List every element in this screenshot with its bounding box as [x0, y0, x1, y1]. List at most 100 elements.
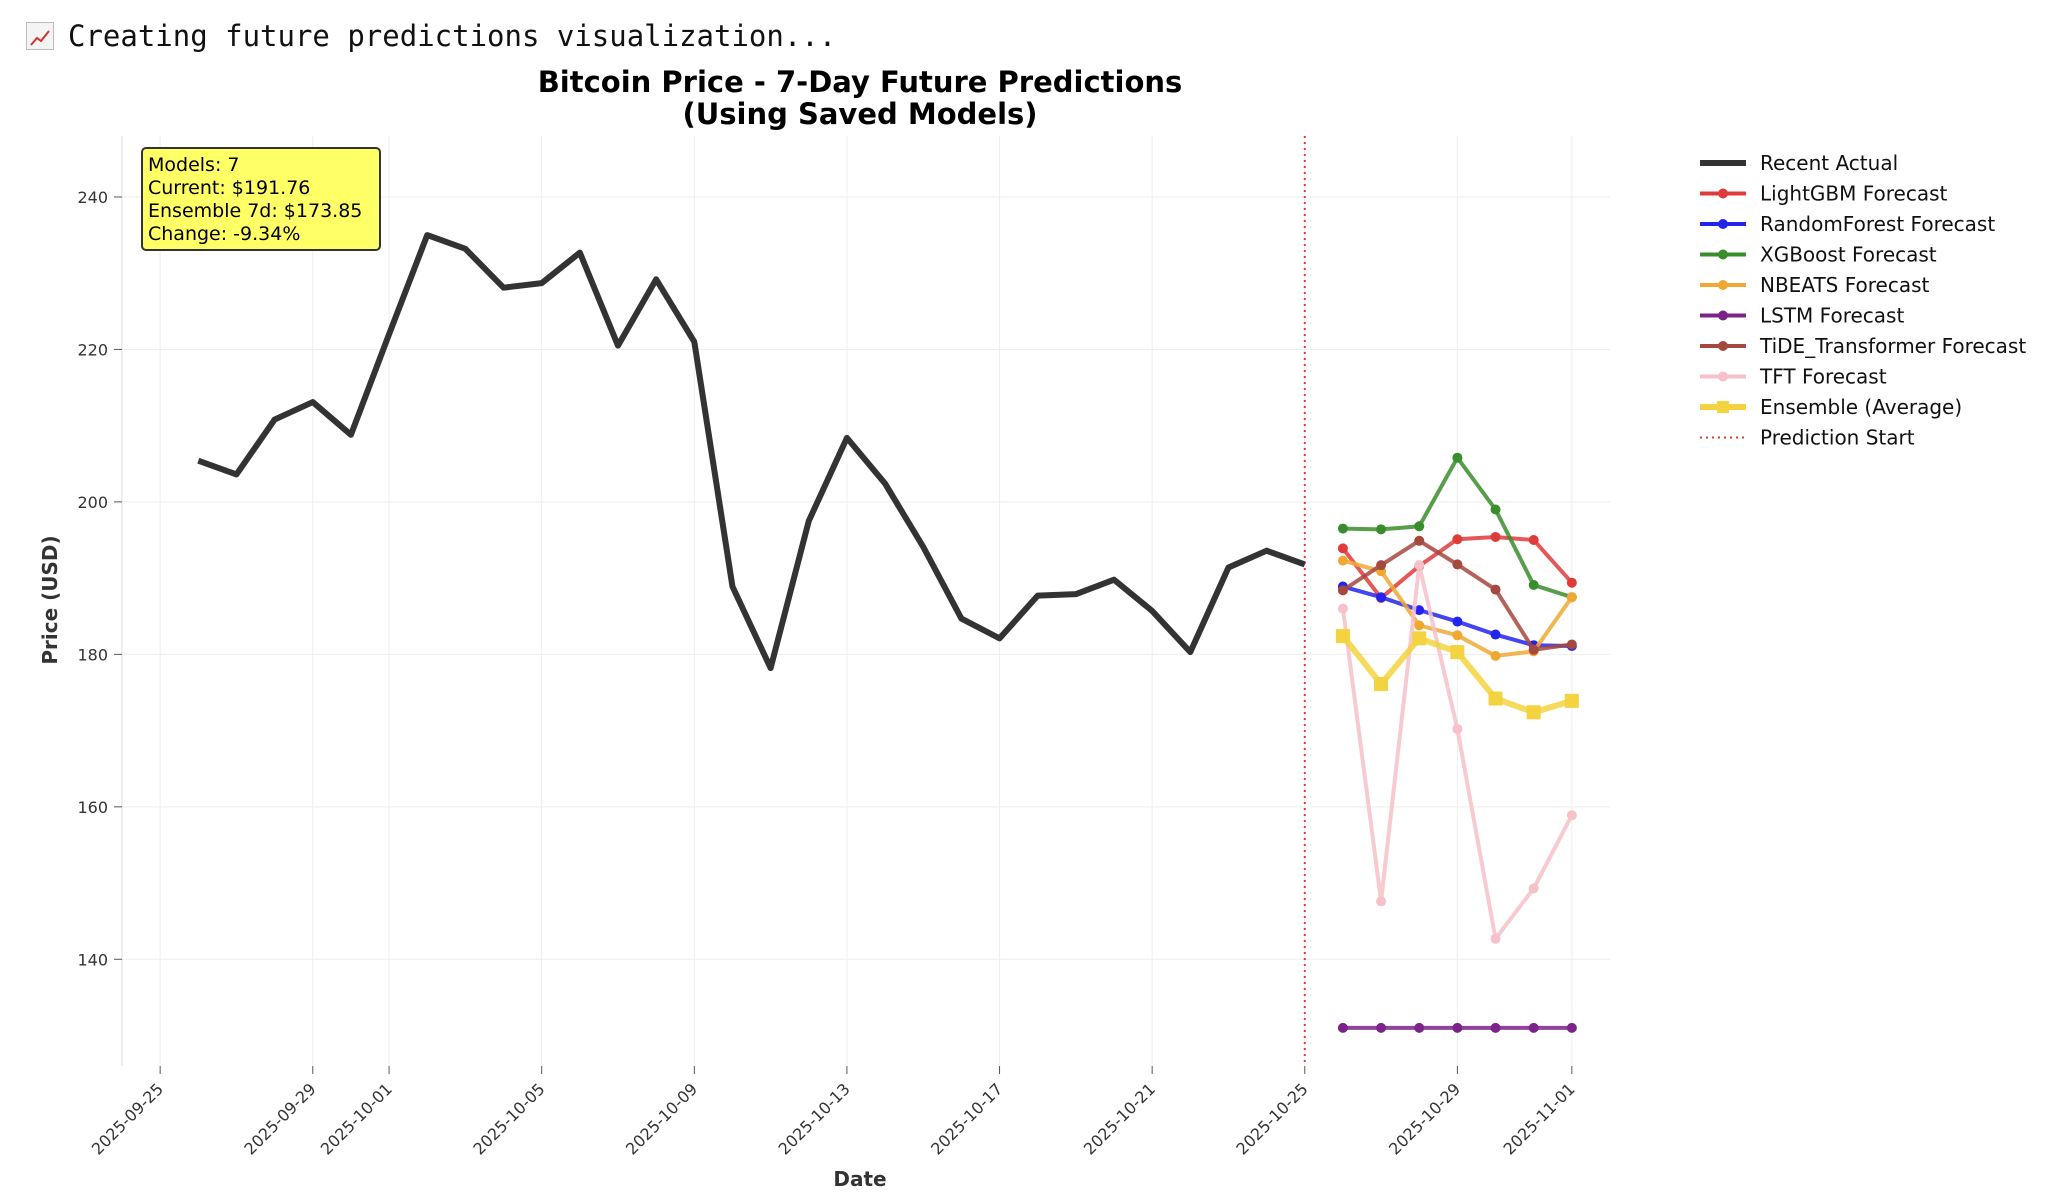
data-point-xgboost-forecast [1376, 524, 1387, 535]
chart-increasing-icon [26, 22, 54, 50]
data-point-ensemble-average [1335, 629, 1350, 644]
stats-annotation-box [141, 147, 381, 251]
data-point-tide-transformer-forecast [1376, 560, 1387, 571]
data-point-lstm-forecast [1490, 1022, 1501, 1033]
data-point-lstm-forecast [1452, 1022, 1463, 1033]
data-point-randomforest-forecast [1414, 605, 1425, 616]
data-point-ensemble-average [1374, 677, 1389, 692]
x-tick-label: 2025-10-05 [469, 1079, 548, 1158]
data-point-tide-transformer-forecast [1528, 644, 1539, 655]
data-point-lstm-forecast [1566, 1022, 1577, 1033]
legend-label: Prediction Start [1760, 426, 1915, 450]
data-point-tft-forecast [1528, 883, 1539, 894]
series-line-recent-actual [197, 232, 1306, 672]
x-tick-label: 2025-10-01 [317, 1079, 396, 1158]
x-tick-label: 2025-11-01 [1499, 1079, 1578, 1158]
legend-item: LightGBM Forecast [1700, 182, 1948, 206]
data-point-ensemble-average [1488, 691, 1503, 706]
data-point-randomforest-forecast [1452, 616, 1463, 627]
data-point-lstm-forecast [1528, 1022, 1539, 1033]
x-tick-label: 2025-09-29 [240, 1079, 319, 1158]
x-axis-label: Date [833, 1167, 886, 1191]
console-text: Creating future predictions visualizatio… [68, 19, 837, 53]
legend-marker [1718, 371, 1728, 382]
series [197, 136, 1579, 1066]
legend-marker [1717, 401, 1729, 413]
data-point-lightgbm-forecast [1337, 543, 1348, 554]
legend-item: TiDE_Transformer Forecast [1700, 334, 2026, 358]
data-point-tide-transformer-forecast [1337, 585, 1348, 596]
legend-item: Recent Actual [1700, 151, 1898, 175]
y-tick-label: 180 [77, 645, 108, 664]
data-point-lstm-forecast [1376, 1022, 1387, 1033]
legend-item: LSTM Forecast [1700, 304, 1904, 328]
x-tick-label: 2025-10-21 [1080, 1079, 1159, 1158]
legend-label: Recent Actual [1760, 151, 1898, 175]
legend-label: RandomForest Forecast [1760, 212, 1995, 236]
data-point-tft-forecast [1337, 603, 1348, 614]
legend-marker [1718, 280, 1728, 290]
x-tick-label: 2025-10-17 [927, 1079, 1006, 1158]
data-point-tide-transformer-forecast [1566, 639, 1577, 650]
legend-item: Prediction Start [1700, 426, 1915, 450]
data-point-lightgbm-forecast [1528, 535, 1539, 546]
legend-item: TFT Forecast [1700, 365, 1887, 389]
legend-label: NBEATS Forecast [1760, 273, 1930, 297]
x-tick-label: 2025-10-13 [775, 1079, 854, 1158]
data-point-ensemble-average [1526, 705, 1541, 720]
chart-title-line-2: (Using Saved Models) [682, 97, 1037, 131]
legend-marker [1718, 310, 1728, 321]
y-tick-label: 200 [77, 493, 108, 512]
legend-item: XGBoost Forecast [1700, 243, 1937, 267]
data-point-tft-forecast [1490, 933, 1501, 944]
data-point-tide-transformer-forecast [1490, 584, 1501, 595]
stats-annotation: Models: 7 Current: $191.76 Ensemble 7d: … [141, 147, 381, 251]
console-output-line: Creating future predictions visualizatio… [26, 16, 836, 56]
data-point-nbeats-forecast [1452, 630, 1463, 641]
x-tick-label: 2025-10-29 [1385, 1079, 1464, 1158]
legend-label: LSTM Forecast [1760, 304, 1904, 328]
legend-label: TFT Forecast [1759, 365, 1887, 389]
y-tick-label: 140 [77, 950, 108, 969]
data-point-ensemble-average [1412, 631, 1427, 646]
legend-marker [1718, 249, 1728, 260]
data-point-nbeats-forecast [1414, 620, 1425, 631]
y-tick-label: 160 [77, 798, 108, 817]
y-tick-label: 220 [77, 340, 108, 359]
data-point-lightgbm-forecast [1490, 531, 1501, 542]
data-point-lstm-forecast [1337, 1022, 1348, 1033]
data-point-tide-transformer-forecast [1452, 559, 1463, 570]
legend-label: Ensemble (Average) [1760, 395, 1962, 419]
x-tick-label: 2025-10-25 [1232, 1079, 1311, 1158]
data-point-nbeats-forecast [1566, 592, 1577, 603]
legend: Recent Actual LightGBM Forecast RandomFore… [1700, 151, 2026, 450]
y-axis-label: Price (USD) [38, 535, 62, 664]
data-point-tide-transformer-forecast [1414, 535, 1425, 546]
data-point-xgboost-forecast [1490, 504, 1501, 515]
data-point-randomforest-forecast [1490, 629, 1501, 640]
data-point-tft-forecast [1452, 724, 1463, 735]
data-point-tft-forecast [1566, 810, 1577, 821]
annotation-current: Current: $191.76 [148, 177, 310, 199]
data-point-ensemble-average [1450, 645, 1465, 660]
legend-marker [1718, 341, 1728, 351]
data-point-xgboost-forecast [1528, 579, 1539, 590]
legend-item: Ensemble (Average) [1700, 395, 1962, 419]
data-point-xgboost-forecast [1452, 452, 1463, 463]
data-point-lstm-forecast [1414, 1022, 1425, 1033]
legend-marker [1718, 219, 1728, 229]
data-point-ensemble-average [1564, 693, 1579, 708]
y-tick-label: 240 [77, 188, 108, 207]
chart-title-line-1: Bitcoin Price - 7-Day Future Predictions [538, 65, 1183, 99]
data-point-xgboost-forecast [1337, 523, 1348, 534]
data-point-lightgbm-forecast [1452, 534, 1463, 545]
legend-item: NBEATS Forecast [1700, 273, 1930, 297]
annotation-ensemble: Ensemble 7d: $173.85 [148, 200, 362, 222]
data-point-tft-forecast [1376, 896, 1387, 907]
legend-label: XGBoost Forecast [1760, 243, 1937, 267]
annotation-models: Models: 7 [148, 154, 239, 176]
data-point-xgboost-forecast [1414, 521, 1425, 532]
legend-marker [1718, 188, 1728, 199]
